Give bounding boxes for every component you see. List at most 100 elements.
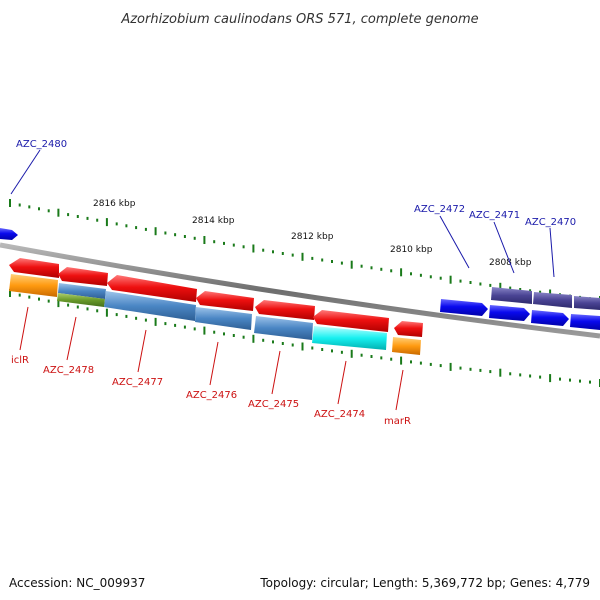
inner-minor-tick [223,332,225,336]
inner-minor-tick [183,325,186,329]
reverse-gene-labels: iclR AZC_2478 AZC_2477 AZC_2476 AZC_2475… [11,355,411,427]
inner-minor-tick [38,297,40,301]
band-azc2476-steel [195,307,252,330]
outer-minor-tick [164,231,167,235]
outer-minor-tick [459,279,462,283]
outer-minor-tick [331,260,333,263]
band-azc2477-steel [104,291,196,321]
inner-minor-tick [272,340,274,344]
label-marr[interactable]: marR [384,416,411,427]
outer-minor-tick [232,243,235,247]
inner-major-tick [549,374,552,383]
inner-minor-tick [569,378,571,382]
label-azc2470[interactable]: AZC_2470 [525,217,576,228]
genome-summary-text: Topology: circular; Length: 5,369,772 bp… [259,576,590,590]
gene-azc2478[interactable] [58,267,108,286]
scale-label-2810: 2810 kbp [390,245,433,255]
outer-minor-tick [479,282,482,286]
inner-minor-tick [311,346,314,350]
annotation-band-right [574,296,600,310]
band-azc2474-cyan [312,326,387,350]
outer-major-tick [449,275,452,284]
feature-bands [9,274,421,355]
outer-minor-tick [183,235,186,238]
inner-minor-tick [213,330,216,334]
inner-major-tick [350,349,353,358]
label-azc2474[interactable]: AZC_2474 [314,409,365,420]
inner-minor-tick [439,364,442,368]
outer-minor-tick [67,213,70,217]
outer-minor-tick [311,256,314,260]
gene-azc2472[interactable] [440,299,488,316]
inner-minor-tick [331,349,333,353]
inner-minor-tick [262,338,265,342]
inner-major-tick [499,368,502,377]
gene-next-right[interactable] [570,314,600,330]
label-azc2477[interactable]: AZC_2477 [112,377,163,388]
label-azc2472[interactable]: AZC_2472 [414,204,465,215]
outer-minor-tick [125,224,128,228]
gene-azc2476[interactable] [196,291,254,311]
inner-major-tick [252,334,255,343]
outer-minor-tick [539,290,542,294]
inner-minor-tick [489,370,492,374]
outer-major-tick [252,244,255,253]
outer-minor-tick [509,286,512,290]
gene-marr[interactable] [394,321,423,337]
gene-azc2480[interactable] [0,228,18,240]
label-azc2475[interactable]: AZC_2475 [248,399,299,410]
inner-minor-tick [539,375,542,379]
label-azc2478[interactable]: AZC_2478 [43,365,94,376]
band-azc2478-olive [57,293,105,307]
outer-major-tick [350,260,353,269]
label-iclr[interactable]: iclR [11,355,29,366]
gene-iclr[interactable] [9,258,59,278]
inner-minor-tick [47,299,50,303]
label-azc2471[interactable]: AZC_2471 [469,210,520,221]
gene-azc2477[interactable] [107,275,197,302]
outer-minor-tick [86,216,89,220]
inner-major-tick [154,317,157,326]
reverse-label-leaders [19,306,404,411]
outer-minor-tick [242,245,245,249]
outer-minor-tick [370,266,373,270]
outer-minor-tick [410,272,412,276]
outer-minor-tick [47,209,50,213]
scale-label-2816: 2816 kbp [93,199,136,209]
gene-azc2470[interactable] [531,310,569,326]
inner-minor-tick [135,316,138,320]
inner-minor-tick [469,367,472,371]
outer-minor-tick [174,233,177,237]
outer-major-tick [400,268,403,277]
gene-azc2474[interactable] [313,310,389,332]
reverse-strand-genes [9,258,423,337]
inner-major-tick [400,356,403,365]
outer-minor-tick [144,227,147,231]
outer-minor-tick [340,261,343,265]
outer-minor-tick [223,241,225,245]
inner-minor-tick [193,327,196,331]
scale-label-2812: 2812 kbp [291,232,334,242]
label-azc2480[interactable]: AZC_2480 [16,139,67,150]
label-azc2476[interactable]: AZC_2476 [186,390,237,401]
inner-major-tick [9,289,11,297]
inner-minor-tick [509,372,512,376]
outer-minor-tick [489,283,492,287]
outer-minor-tick [321,258,324,262]
inner-minor-tick [86,307,89,311]
inner-major-tick [203,326,206,335]
inner-major-tick [57,299,60,308]
inner-minor-tick [96,309,99,313]
band-iclr-orange [9,274,58,297]
forward-gene-labels: AZC_2480 AZC_2472 AZC_2471 AZC_2470 [16,139,576,228]
inner-minor-tick [232,334,235,337]
inner-minor-tick [579,379,581,383]
gene-azc2471[interactable] [489,305,530,321]
gene-azc2475[interactable] [255,300,315,320]
outer-minor-tick [272,250,274,254]
outer-minor-tick [135,226,138,230]
outer-minor-tick [262,248,265,252]
outer-major-tick [57,208,60,217]
inner-minor-tick [519,373,522,377]
